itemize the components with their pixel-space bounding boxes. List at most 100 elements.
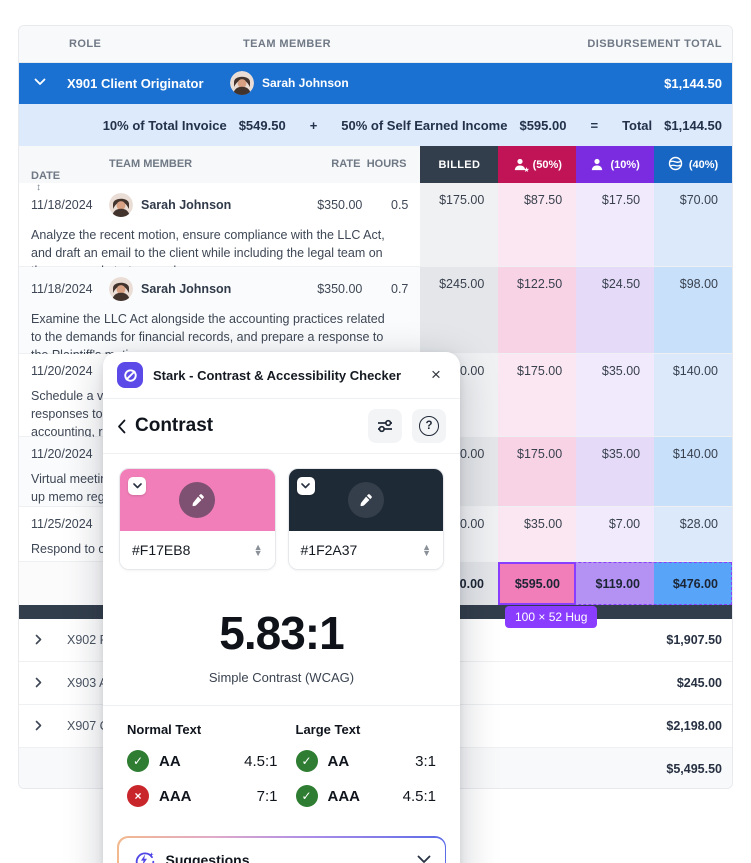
grand-total: $5,495.50: [666, 762, 722, 776]
contrast-result: 5.83:1 Simple Contrast (WCAG): [103, 584, 460, 705]
cell-rate: $350.00: [317, 198, 363, 212]
hex-input-background[interactable]: #1F2A37 ▲ ▼: [288, 531, 443, 569]
color-swatch-dark[interactable]: [288, 469, 443, 531]
wcag-threshold: 7:1: [256, 787, 278, 805]
column-header-role: ROLE: [69, 38, 102, 50]
formula-total-label: Total: [622, 117, 653, 133]
formula-part2-label: 50% of Self Earned Income: [341, 117, 508, 133]
cell-date: 11/25/2024: [31, 517, 93, 531]
column-header-team-member-2: TEAM MEMBER: [109, 158, 193, 170]
cell-10pct: $35.00: [576, 437, 655, 506]
wcag-level: AAA: [159, 787, 192, 805]
table-row[interactable]: 11/18/2024 Sarah Johnson $350.00 0.5 Ana…: [19, 183, 732, 278]
cell-40pct: $70.00: [654, 183, 732, 266]
wcag-threshold: 3:1: [415, 752, 436, 770]
column-header-40pct: (40%): [654, 146, 732, 183]
avatar: [109, 193, 133, 217]
pass-check-icon: ✓: [127, 750, 149, 772]
stepper-icon[interactable]: ▲ ▼: [253, 542, 263, 558]
cell-date: 11/20/2024: [31, 447, 93, 461]
cell-10pct: $35.00: [576, 354, 655, 436]
group-total: $2,198.00: [666, 719, 722, 733]
divider: [103, 705, 460, 706]
person-icon: [590, 158, 604, 171]
chevron-right-icon[interactable]: [35, 677, 42, 688]
group-label: X907 C: [67, 719, 109, 733]
equals-sign: =: [590, 117, 599, 133]
stepper-icon[interactable]: ▲ ▼: [422, 542, 431, 558]
wcag-threshold: 4.5:1: [244, 752, 278, 770]
normal-text-results: Normal Text ✓ AA 4.5:1 × AAA 7:1: [123, 722, 282, 820]
chevron-right-icon[interactable]: [35, 720, 42, 731]
group-row-x901[interactable]: X901 Client Originator Sarah Johnson $1,…: [19, 63, 732, 104]
cell-date: 11/18/2024: [31, 282, 93, 296]
large-text-results: Large Text ✓ AA 3:1 ✓ AAA 4.5:1: [282, 722, 441, 820]
cell-10pct: $7.00: [576, 507, 655, 561]
eyedropper-button[interactable]: [179, 482, 216, 518]
chevron-down-icon: [301, 483, 310, 489]
pass-check-icon: ✓: [295, 750, 318, 772]
formula-part1-label: 10% of Total Invoice: [102, 117, 227, 133]
stark-logo-icon: [117, 362, 143, 388]
formula-total-value: $1,144.50: [664, 117, 722, 133]
help-icon: ?: [419, 416, 439, 436]
color-card-foreground: #F17EB8 ▲ ▼: [119, 468, 276, 570]
cell-10pct: $17.50: [576, 183, 655, 266]
column-header-disbursement-total: DISBURSEMENT TOTAL: [587, 38, 722, 50]
cell-40pct: $28.00: [654, 507, 732, 561]
cell-billed: $245.00: [420, 267, 499, 353]
help-button[interactable]: ?: [412, 409, 446, 443]
formula-part1-value: $549.50: [238, 117, 286, 133]
settings-button[interactable]: [368, 409, 402, 443]
pass-check-icon: ✓: [295, 785, 318, 807]
cell-50pct: $175.00: [498, 354, 577, 436]
chevron-down-icon: [417, 855, 430, 863]
color-swatch-pink[interactable]: [120, 469, 275, 531]
swatch-dropdown-toggle[interactable]: [296, 477, 315, 495]
hex-value[interactable]: #1F2A37: [300, 542, 358, 558]
formula-row: 10% of Total Invoice $549.50 + 50% of Se…: [19, 104, 732, 146]
chevron-down-icon: [132, 483, 142, 489]
color-cards: #F17EB8 ▲ ▼ #1F2A37 ▲ ▼: [103, 454, 460, 584]
total-40pct[interactable]: $476.00: [654, 562, 732, 605]
total-10pct[interactable]: $119.00: [576, 562, 654, 605]
result-row: × AAA 7:1: [127, 785, 278, 807]
selection-size-tag: 100 × 52 Hug: [505, 606, 598, 628]
cell-billed: $175.00: [420, 183, 499, 266]
group-label: X903 A: [67, 676, 108, 690]
large-text-title: Large Text: [295, 722, 361, 737]
selected-cell-group[interactable]: $595.00 $119.00 $476.00: [498, 562, 732, 605]
cell-hours: 0.5: [391, 198, 409, 212]
suggestions-button[interactable]: Suggestions: [118, 837, 445, 863]
cell-40pct: $140.00: [654, 354, 732, 436]
eyedropper-icon: [192, 493, 204, 506]
firm-logo-icon: [668, 156, 683, 174]
hex-value[interactable]: #F17EB8: [132, 542, 191, 558]
contrast-ratio-label: Simple Contrast (WCAG): [208, 670, 355, 685]
close-icon[interactable]: ×: [431, 365, 441, 384]
total-50pct-selected[interactable]: $595.00: [498, 562, 576, 605]
cell-member: Sarah Johnson: [109, 193, 282, 217]
cell-hours: 0.7: [391, 282, 409, 296]
result-row: ✓ AAA 4.5:1: [295, 785, 436, 807]
wcag-results: Normal Text ✓ AA 4.5:1 × AAA 7:1 Large T…: [103, 706, 460, 826]
cell-50pct: $175.00: [498, 437, 577, 506]
group-member: Sarah Johnson: [230, 71, 349, 95]
hex-input-foreground[interactable]: #F17EB8 ▲ ▼: [120, 531, 275, 569]
group-total: $1,907.50: [666, 633, 722, 647]
eyedropper-button[interactable]: [347, 482, 384, 518]
person-star-icon: ★: [513, 158, 530, 174]
formula-part2-value: $595.00: [519, 117, 567, 133]
table-row[interactable]: 11/18/2024 Sarah Johnson $350.00 0.7 Exa…: [19, 266, 732, 362]
result-row: ✓ AA 4.5:1: [127, 750, 278, 772]
group-total: $1,144.50: [664, 76, 722, 91]
back-chevron-icon[interactable]: [117, 419, 126, 434]
divider: [103, 398, 460, 399]
group-total: $245.00: [676, 676, 722, 690]
chevron-right-icon[interactable]: [35, 634, 42, 645]
swatch-dropdown-toggle[interactable]: [128, 477, 146, 495]
plus-sign: +: [309, 117, 318, 133]
chevron-down-icon[interactable]: [34, 78, 46, 86]
fail-cross-icon: ×: [127, 785, 149, 807]
